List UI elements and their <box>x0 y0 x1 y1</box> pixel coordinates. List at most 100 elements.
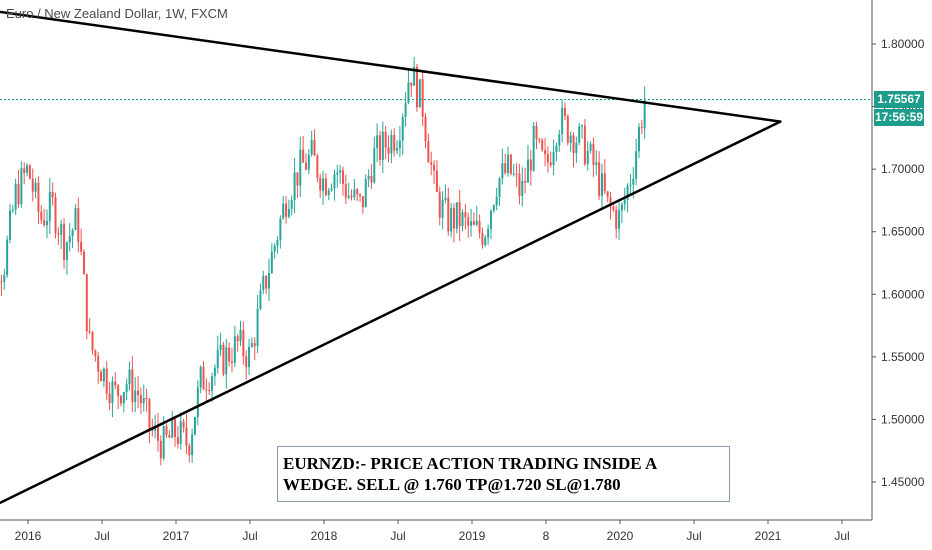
candle-body <box>410 82 413 86</box>
candle-body <box>65 242 68 260</box>
candle-body <box>51 191 54 198</box>
candle-body <box>208 390 211 392</box>
candle-body <box>310 139 313 155</box>
candle-body <box>85 274 88 332</box>
candle-body <box>526 159 529 183</box>
candle-body <box>265 275 268 289</box>
candle-body <box>88 331 91 333</box>
candle-body <box>561 107 564 135</box>
candle-body <box>433 164 436 171</box>
candle-body <box>302 149 305 163</box>
candle-body <box>248 346 251 368</box>
candle-body <box>401 116 404 141</box>
candle-body <box>609 197 612 207</box>
candle-body <box>202 366 205 390</box>
candle-body <box>541 139 544 151</box>
x-tick-label: Jul <box>686 529 701 543</box>
candle-body <box>603 173 606 192</box>
candle-body <box>185 427 188 446</box>
y-tick-label: 1.65000 <box>881 225 925 239</box>
candle-body <box>222 344 225 375</box>
candle-body <box>273 245 276 252</box>
candle-body <box>8 210 11 240</box>
candle-body <box>205 389 208 391</box>
candle-body <box>239 329 242 342</box>
y-tick-label: 1.60000 <box>881 287 925 301</box>
x-tick-label: 2019 <box>459 529 486 543</box>
x-tick-label: Jul <box>94 529 109 543</box>
candle-body <box>615 209 618 229</box>
candle-body <box>546 154 549 163</box>
candle-body <box>484 237 487 245</box>
candle-body <box>316 155 319 178</box>
candle-body <box>336 172 339 175</box>
candle-body <box>134 390 137 402</box>
candle-body <box>361 196 364 208</box>
y-tick-label: 1.45000 <box>881 475 925 489</box>
candle-body <box>632 178 635 185</box>
candle-body <box>521 180 524 196</box>
candle-body <box>387 147 390 154</box>
candle-body <box>6 239 9 276</box>
trendline-upper[interactable] <box>0 0 782 123</box>
candle-body <box>296 172 299 186</box>
y-axis: 1.800001.750001.700001.650001.600001.550… <box>872 37 925 489</box>
candle-body <box>367 175 370 179</box>
candle-body <box>182 421 185 428</box>
candle-body <box>307 154 310 170</box>
candle-body <box>359 194 362 197</box>
candle-body <box>159 440 162 459</box>
candle-body <box>441 199 444 218</box>
candle-body <box>179 421 182 444</box>
candle-body <box>285 203 288 217</box>
candle-body <box>418 79 421 108</box>
candle-body <box>393 134 396 151</box>
trade-annotation[interactable]: EURNZD:- PRICE ACTION TRADING INSIDE A W… <box>277 446 730 502</box>
candle-body <box>629 184 632 186</box>
candle-body <box>154 426 157 431</box>
candle-body <box>57 233 60 235</box>
trendline-lower[interactable] <box>0 120 782 514</box>
candle-body <box>509 154 512 174</box>
candle-body <box>156 426 159 441</box>
candle-body <box>230 361 233 363</box>
candle-body <box>620 204 623 211</box>
candle-body <box>330 188 333 191</box>
candle-body <box>68 236 71 243</box>
candle-body <box>17 183 20 205</box>
candle-body <box>353 189 356 198</box>
x-tick-label: Jul <box>390 529 405 543</box>
candle-body <box>242 329 245 357</box>
candle-body <box>74 208 77 230</box>
annotation-line-1: EURNZD:- PRICE ACTION TRADING INSIDE A <box>283 454 658 473</box>
candle-body <box>532 125 535 171</box>
y-tick-label: 1.80000 <box>881 37 925 51</box>
candle-body <box>563 107 566 116</box>
candle-body <box>293 172 296 201</box>
candle-body <box>450 208 453 232</box>
candle-body <box>117 385 120 396</box>
candle-body <box>48 191 51 222</box>
candle-body <box>45 221 48 226</box>
candle-body <box>216 350 219 368</box>
candle-body <box>176 437 179 444</box>
y-tick-label: 1.55000 <box>881 350 925 364</box>
annotation-line-2: WEDGE. SELL @ 1.760 TP@1.720 SL@1.780 <box>283 475 621 494</box>
wedge-trendlines[interactable] <box>0 0 782 514</box>
candle-body <box>515 173 518 175</box>
candle-body <box>455 202 458 229</box>
candle-body <box>219 344 222 351</box>
candle-body <box>111 381 114 404</box>
candle-body <box>626 185 629 200</box>
candle-body <box>589 143 592 151</box>
candle-body <box>313 139 316 156</box>
candle-body <box>390 134 393 154</box>
candle-body <box>270 251 273 274</box>
candle-body <box>253 343 256 347</box>
candle-body <box>137 390 140 395</box>
candle-body <box>407 82 410 103</box>
candle-body <box>20 168 23 205</box>
candle-body <box>592 143 595 165</box>
candle-body <box>606 191 609 198</box>
candle-body <box>481 232 484 245</box>
